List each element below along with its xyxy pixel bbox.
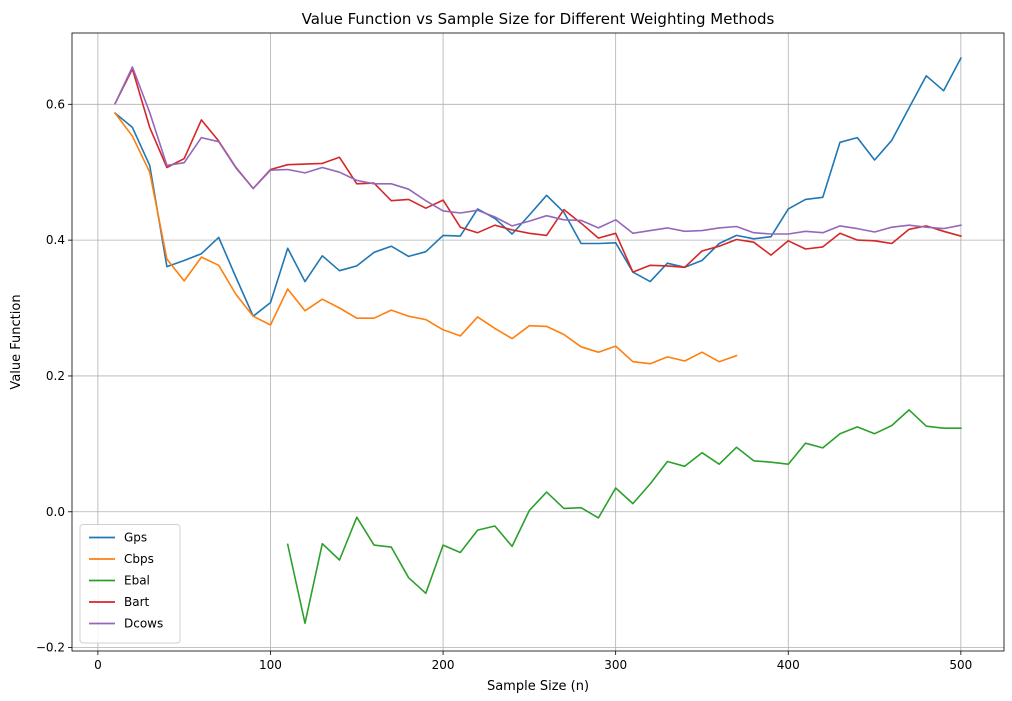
y-tick-label: 0.2 [46, 369, 65, 383]
legend-label-dcows: Dcows [124, 617, 163, 631]
series-line-bart [114, 68, 962, 273]
y-tick-label: 0.4 [46, 233, 65, 247]
x-tick-label: 200 [432, 658, 455, 672]
series-line-dcows [114, 66, 962, 235]
x-tick-label: 400 [777, 658, 800, 672]
y-tick-label: −0.2 [36, 641, 65, 655]
series-line-gps [113, 57, 962, 318]
x-axis-title: Sample Size (n) [487, 679, 589, 694]
x-tick-label: 300 [604, 658, 627, 672]
chart-title: Value Function vs Sample Size for Differ… [302, 10, 775, 28]
legend-label-bart: Bart [124, 595, 150, 609]
x-axis-ticks: 0 100 200 300 400 500 [94, 651, 972, 672]
series-line-ebal [286, 409, 962, 625]
plot-area-frame [71, 32, 1005, 652]
legend-box [79, 524, 181, 644]
legend-label-ebal: Ebal [124, 574, 150, 588]
legend-label-cbps: Cbps [124, 552, 154, 566]
legend: Gps Cbps Ebal Bart Dcows [79, 524, 181, 644]
y-axis-ticks: −0.2 0.0 0.2 0.4 0.6 [36, 97, 72, 655]
x-tick-label: 500 [949, 658, 972, 672]
series-line-cbps [113, 111, 738, 365]
x-tick-label: 0 [94, 658, 102, 672]
legend-label-gps: Gps [124, 531, 147, 545]
y-tick-label: 0.6 [46, 97, 65, 111]
series-lines [113, 57, 962, 625]
y-axis-title: Value Function [9, 294, 24, 389]
x-tick-label: 100 [259, 658, 282, 672]
y-tick-label: 0.0 [46, 505, 65, 519]
grid-lines [72, 33, 1004, 651]
